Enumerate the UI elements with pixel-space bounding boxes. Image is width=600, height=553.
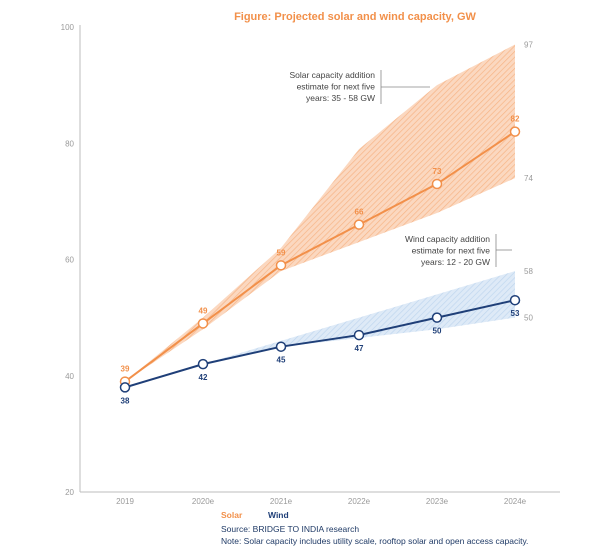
wind-band-lower-label: 50 <box>524 314 533 323</box>
x-tick-label: 2021e <box>270 497 293 506</box>
legend-wind: Wind <box>268 510 289 520</box>
wind-annotation-line: Wind capacity addition <box>405 234 490 244</box>
series-group: 39 49 59 66 73 82 38 42 45 47 50 53 <box>119 115 521 405</box>
solar-point <box>275 260 287 271</box>
solar-annotation-line: years: 35 - 58 GW <box>306 93 375 103</box>
wind-estimate-band <box>125 271 515 388</box>
solar-annotation-line: estimate for next five <box>297 82 376 92</box>
solar-band-lower-label: 74 <box>524 174 533 183</box>
solar-line <box>124 130 516 383</box>
y-tick-label: 60 <box>65 256 74 265</box>
x-tick-label: 2022e <box>348 497 371 506</box>
wind-data-label: 42 <box>199 373 208 382</box>
wind-point <box>197 358 209 370</box>
solar-estimate-band <box>125 44 515 382</box>
wind-data-label: 53 <box>511 309 520 318</box>
wind-point <box>431 312 443 323</box>
wind-data-label: 50 <box>433 327 442 336</box>
solar-point <box>197 318 209 329</box>
y-tick-label: 20 <box>65 488 74 497</box>
source-note: Source: BRIDGE TO INDIA research <box>221 524 359 534</box>
x-tick-label: 2020e <box>192 497 215 506</box>
solar-annotation-line: Solar capacity addition <box>289 70 375 80</box>
y-tick-label: 80 <box>65 139 74 148</box>
wind-point <box>275 341 287 352</box>
wind-data-label: 38 <box>121 396 130 405</box>
wind-annotation-line: years: 12 - 20 GW <box>421 257 490 267</box>
x-tick-label: 2019 <box>116 497 134 506</box>
wind-annotation-line: estimate for next five <box>412 246 491 256</box>
solar-band-upper-label: 97 <box>524 40 533 49</box>
wind-data-label: 45 <box>277 356 286 365</box>
y-tick-label: 100 <box>61 23 75 32</box>
solar-point <box>353 219 365 230</box>
solar-data-label: 39 <box>121 365 130 374</box>
wind-point <box>119 382 131 393</box>
solar-point <box>509 126 521 137</box>
x-tick-label: 2024e <box>504 497 527 506</box>
confidence-bands: 97 74 58 50 <box>125 40 533 388</box>
axes: 20 40 60 80 100 2019 2020e 2021e 2022e 2023e 2024e <box>61 23 560 506</box>
footnote: Note: Solar capacity includes utility sc… <box>221 536 528 546</box>
solar-point <box>431 178 443 190</box>
wind-point <box>353 329 365 341</box>
solar-data-label: 59 <box>277 248 286 257</box>
wind-band-upper-label: 58 <box>524 267 533 276</box>
x-tick-label: 2023e <box>426 497 449 506</box>
annotations: Solar capacity addition estimate for next… <box>289 70 512 267</box>
solar-data-label: 73 <box>433 167 442 176</box>
legend-solar: Solar <box>221 510 243 520</box>
wind-point <box>509 294 521 306</box>
solar-data-label: 49 <box>199 306 208 315</box>
wind-data-label: 47 <box>355 344 364 353</box>
chart-title: Figure: Projected solar and wind capacit… <box>234 11 476 23</box>
y-tick-label: 40 <box>65 372 74 381</box>
solar-data-label: 66 <box>355 208 364 217</box>
solar-data-label: 82 <box>511 115 520 124</box>
legend: Solar Wind <box>221 510 289 520</box>
wind-line <box>124 299 516 389</box>
